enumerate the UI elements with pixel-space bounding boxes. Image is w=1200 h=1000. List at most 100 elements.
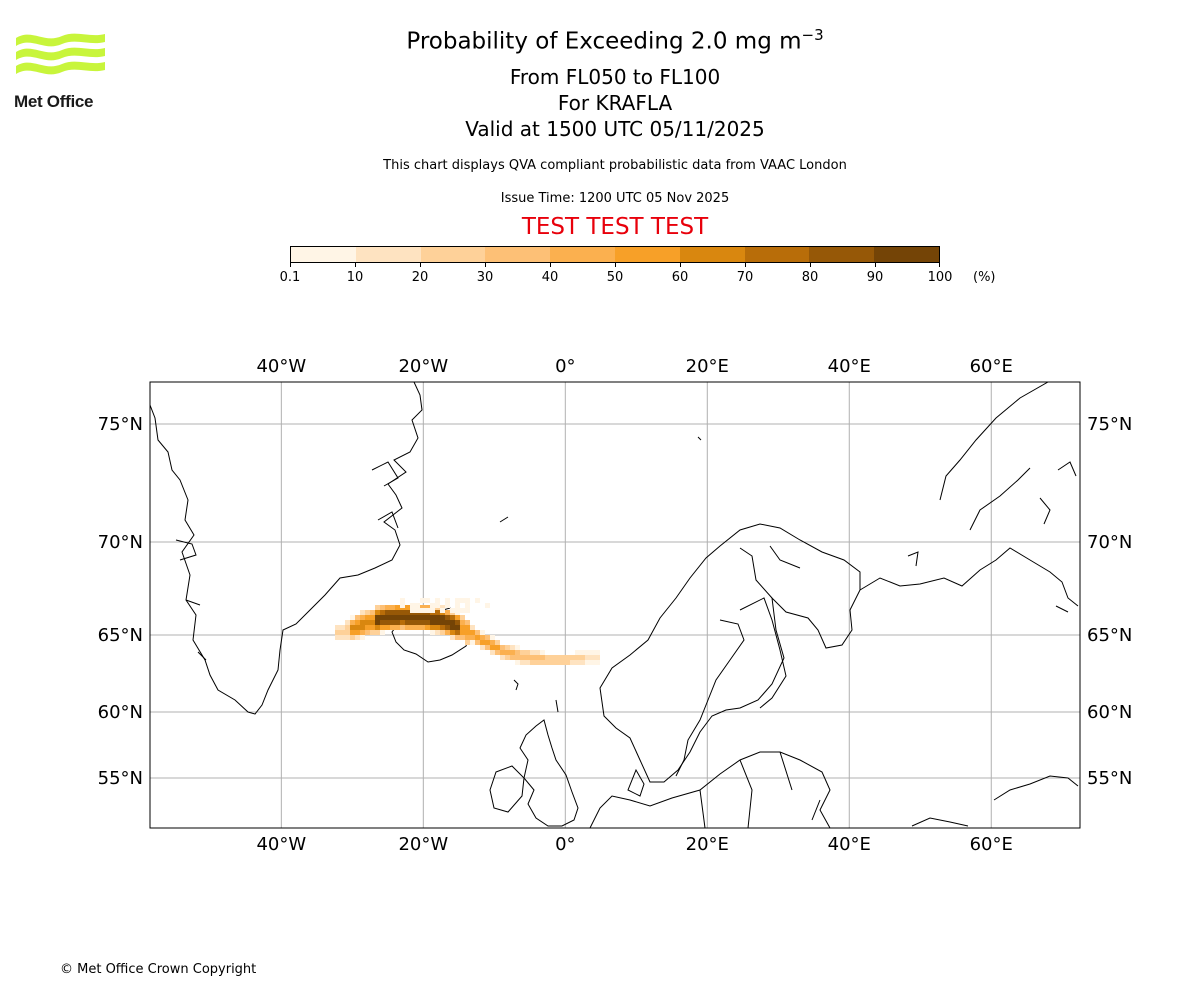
probability-cell [360, 625, 365, 630]
title-exponent: −3 [802, 26, 824, 44]
probability-cell [355, 625, 360, 630]
probability-cell [480, 640, 485, 645]
colorbar-tick [810, 263, 811, 267]
probability-cell [515, 655, 520, 660]
probability-cell [440, 625, 445, 630]
probability-cell [520, 655, 525, 660]
probability-cell [510, 655, 515, 660]
probability-cell [420, 598, 425, 603]
probability-cell [580, 650, 585, 655]
probability-cell [435, 603, 440, 608]
probability-cell [460, 630, 465, 635]
title-main: Probability of Exceeding 2.0 mg m [406, 29, 801, 55]
ash-probability-map: 40°W40°W20°W20°W0°0°20°E20°E40°E40°E60°E… [0, 340, 1200, 860]
probability-cell [360, 630, 365, 635]
probability-cell [470, 640, 475, 645]
probability-cell [425, 625, 430, 630]
probability-cell [460, 635, 465, 640]
probability-cell [445, 620, 450, 625]
colorbar-tick-label: 100 [928, 270, 953, 285]
colorbar-tick [355, 263, 356, 267]
colorbar-segment [680, 247, 745, 262]
probability-cell [565, 655, 570, 660]
probability-cell [405, 615, 410, 620]
probability-cell [460, 620, 465, 625]
colorbar-tick [615, 263, 616, 267]
probability-cell [350, 625, 355, 630]
probability-cell [435, 625, 440, 630]
probability-cell [370, 615, 375, 620]
probability-cell [595, 655, 600, 660]
copyright-notice: © Met Office Crown Copyright [60, 962, 256, 977]
colorbar-tick-label: 0.1 [280, 270, 301, 285]
probability-cell [485, 635, 490, 640]
colorbar-tick-label: 40 [542, 270, 559, 285]
probability-cell [445, 625, 450, 630]
probability-cell [395, 620, 400, 625]
probability-cell [475, 630, 480, 635]
colorbar-unit: (%) [973, 270, 996, 285]
probability-cell [385, 620, 390, 625]
probability-cell [335, 635, 340, 640]
longitude-label-top: 0° [555, 356, 575, 377]
probability-cell [420, 615, 425, 620]
probability-cell [345, 635, 350, 640]
probability-cell [360, 610, 365, 615]
probability-cell [380, 630, 385, 635]
probability-cell [410, 625, 415, 630]
probability-cell [470, 630, 475, 635]
probability-cell [370, 610, 375, 615]
probability-cell [450, 630, 455, 635]
probability-colorbar [290, 246, 940, 263]
probability-cell [430, 630, 435, 635]
colorbar-segment [809, 247, 874, 262]
probability-cell [490, 650, 495, 655]
probability-cell [540, 655, 545, 660]
probability-cell [335, 625, 340, 630]
colorbar-tick [939, 263, 940, 267]
probability-cell [470, 635, 475, 640]
probability-cell [405, 610, 410, 615]
colorbar-segment [421, 247, 486, 262]
longitude-label-top: 40°W [256, 356, 306, 377]
probability-cell [515, 650, 520, 655]
colorbar-tick-label: 50 [607, 270, 624, 285]
probability-cell [585, 650, 590, 655]
probability-cell [480, 645, 485, 650]
probability-cell [385, 615, 390, 620]
probability-cell [535, 660, 540, 665]
latitude-label-left: 70°N [98, 532, 143, 553]
probability-cell [525, 660, 530, 665]
probability-cell [495, 640, 500, 645]
probability-cell [390, 620, 395, 625]
probability-cell [545, 660, 550, 665]
probability-cell [395, 605, 400, 610]
probability-cell [435, 630, 440, 635]
probability-cell [560, 655, 565, 660]
probability-cell [405, 625, 410, 630]
probability-cell [470, 625, 475, 630]
probability-cell [450, 625, 455, 630]
probability-cell [465, 630, 470, 635]
latitude-label-right: 75°N [1087, 414, 1132, 435]
probability-cell [425, 620, 430, 625]
probability-cell [445, 630, 450, 635]
colorbar-tick [485, 263, 486, 267]
probability-cell [390, 610, 395, 615]
probability-cell [420, 625, 425, 630]
probability-cell [575, 650, 580, 655]
probability-cell [425, 608, 430, 613]
colorbar-tick [290, 263, 291, 267]
longitude-label-bottom: 60°E [970, 834, 1013, 855]
probability-cell [400, 603, 405, 608]
probability-cell [365, 630, 370, 635]
probability-cell [455, 620, 460, 625]
probability-cell [585, 655, 590, 660]
probability-cell [410, 615, 415, 620]
probability-cell [455, 598, 460, 603]
probability-cell [460, 598, 465, 603]
probability-cell [505, 645, 510, 650]
colorbar-tick [745, 263, 746, 267]
longitude-label-top: 40°E [828, 356, 871, 377]
probability-cell [465, 620, 470, 625]
